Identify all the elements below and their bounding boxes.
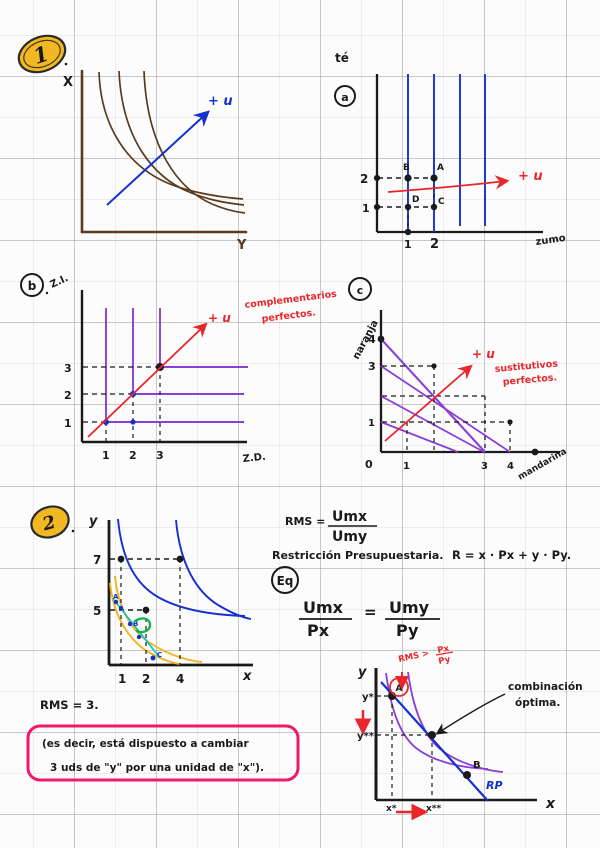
budget-label: Restricción Presupuestaria. <box>272 549 443 562</box>
chart-optimum-callout-line1: combinación <box>508 681 583 693</box>
chart-1b-xtick-1: 1 <box>102 449 110 462</box>
chart-1a-xtick-1: 1 <box>404 238 412 251</box>
point-a-marker: A <box>389 677 409 697</box>
chart-1c-ytick-1: 1 <box>368 418 375 429</box>
chart-2-marker-b: B <box>133 620 138 628</box>
chart-1c-note-line2: perfectos. <box>502 372 557 388</box>
formula-budget: Restricción Presupuestaria. R = x · Px +… <box>272 548 571 562</box>
svg-text:Eq: Eq <box>277 574 294 588</box>
chart-2-xtick-1: 1 <box>118 672 126 686</box>
chart-1-xlabel: Y <box>236 238 247 253</box>
chart-1-ylabel: X <box>63 75 73 90</box>
chart-optimum-point-a: A <box>396 684 403 694</box>
chart-1c-utility-annotation: + u <box>472 347 495 361</box>
chart-optimum: y A B RP RMS > Px Py RMS > Px/Py <box>354 644 583 821</box>
chart-1b-xtick-3: 3 <box>156 449 164 462</box>
chart-1-utility-annotation: + u <box>208 94 233 109</box>
chart-1a-point-a: A <box>437 163 444 173</box>
chart-1b-xlabel: Z.D. <box>242 452 266 465</box>
chart-1b-utility-annotation: + u <box>208 311 231 325</box>
chart-2-ytick-5: 5 <box>93 604 101 618</box>
eq-left-numerator: Umx <box>303 598 344 617</box>
boxed-note-line1: (es decir, está dispuesto a cambiar <box>42 738 250 750</box>
chart-1a-ytick-2: 2 <box>360 172 368 186</box>
formula-equilibrium: Eq Umx Px = Umy Py <box>271 566 440 640</box>
chart-1c-note: sustitutivos perfectos <box>495 359 497 360</box>
chart-1b-badge: b <box>20 273 44 297</box>
chart-1a-point-d: D <box>412 195 419 205</box>
condition-rms: RMS > <box>398 649 431 665</box>
chart-1-main: X Y + u <box>63 69 248 253</box>
chart-1c-badge: c <box>348 277 372 301</box>
chart-1a-ytick-1: 1 <box>362 202 370 215</box>
chart-optimum-ylabel: y <box>358 665 367 680</box>
boxed-note-line2: 3 uds de "y" por una unidad de "x"). <box>50 762 264 774</box>
chart-1a-point-c: C <box>438 197 445 207</box>
chart-1c-xtick-4: 4 <box>507 461 514 472</box>
chart-1b-ytick-2: 2 <box>64 389 72 402</box>
chart-1c: c naranja + u 4 3 1 0 1 3 4 mandarina <box>348 277 569 483</box>
chart-2: y A B C 7 5 1 2 4 x <box>89 514 253 686</box>
chart-1c-ylabel: naranja <box>351 318 381 361</box>
chart-optimum-point-b: B <box>473 760 481 771</box>
exercise-2-badge-label: 2 <box>39 512 58 536</box>
rms-value: RMS = 3. <box>40 698 99 712</box>
chart-2-xlabel: x <box>242 669 252 684</box>
eq-right-denominator: Py <box>396 621 419 640</box>
chart-1b-ytick-1: 1 <box>64 417 72 430</box>
rms-label: RMS = <box>285 515 325 528</box>
svg-text:c: c <box>357 284 364 297</box>
exercise-2-badge: 2 <box>30 505 75 539</box>
chart-1a: té a B A D C 2 1 1 2 zumo <box>334 51 567 252</box>
chart-2-ylabel: y <box>89 514 98 529</box>
eq-sign: = <box>364 603 377 621</box>
formula-rms: RMS = Umx Umy <box>285 509 377 545</box>
chart-1b-note-line1: complementarios <box>244 289 338 311</box>
chart-1c-ytick-3: 3 <box>368 360 376 373</box>
chart-1b-ylabel: Z.I. <box>49 273 70 291</box>
chart-optimum-xlabel: x <box>545 796 556 812</box>
boxed-note: (es decir, está dispuesto a cambiar 3 ud… <box>26 724 300 782</box>
chart-2-marker-c: C <box>157 651 162 659</box>
chart-1b: b Z.I. + u 3 2 1 1 2 3 Z.D. complementar… <box>20 273 338 465</box>
exercise-1-badge: 1 <box>17 34 68 74</box>
chart-optimum-callout-line2: óptima. <box>515 697 560 709</box>
svg-text:a: a <box>341 91 348 104</box>
chart-1b-ytick-3: 3 <box>64 362 72 375</box>
rms-denominator: Umy <box>332 529 367 545</box>
chart-1a-xlabel: zumo <box>535 233 567 248</box>
chart-1b-note: complementarios perfectos <box>245 295 247 296</box>
chart-1a-xtick-2: 2 <box>430 237 439 252</box>
chart-optimum-condition: RMS > Px Py RMS > Px/Py <box>398 644 454 667</box>
chart-1b-xtick-2: 2 <box>129 449 137 462</box>
chart-optimum-budget-label: RP <box>486 779 503 792</box>
chart-optimum-xtick-2: x** <box>426 804 442 814</box>
svg-text:RMS > Px/Py: RMS > Px/Py <box>399 647 401 648</box>
chart-optimum-ytick-2: y** <box>357 731 375 742</box>
chart-2-xtick-2: 2 <box>142 672 150 686</box>
eq-badge: Eq <box>271 566 299 594</box>
condition-den: Py <box>438 655 452 667</box>
chart-2-ytick-7: 7 <box>93 553 101 567</box>
eq-right-numerator: Umy <box>389 598 430 617</box>
rms-numerator: Umx <box>332 509 367 525</box>
chart-2-marker-a: A <box>113 593 119 601</box>
chart-1b-note-line2: perfectos. <box>261 307 316 325</box>
chart-1c-ytick-4: 4 <box>368 333 376 346</box>
eq-left-denominator: Px <box>307 621 330 640</box>
chart-1a-point-b: B <box>403 163 410 173</box>
chart-1a-utility-annotation: + u <box>518 169 543 184</box>
budget-equation: R = x · Px + y · Py. <box>452 548 571 562</box>
chart-1a-badge: a <box>334 85 356 107</box>
chart-1c-origin: 0 <box>365 458 373 471</box>
chart-optimum-xtick-1: x* <box>386 804 397 814</box>
chart-1a-ylabel: té <box>335 51 349 65</box>
chart-1c-xtick-1: 1 <box>403 461 410 472</box>
chart-optimum-ytick-1: y* <box>362 692 375 703</box>
chart-2-xtick-4: 4 <box>176 672 184 686</box>
svg-text:b: b <box>28 279 37 293</box>
chart-1c-xtick-3: 3 <box>481 461 488 472</box>
